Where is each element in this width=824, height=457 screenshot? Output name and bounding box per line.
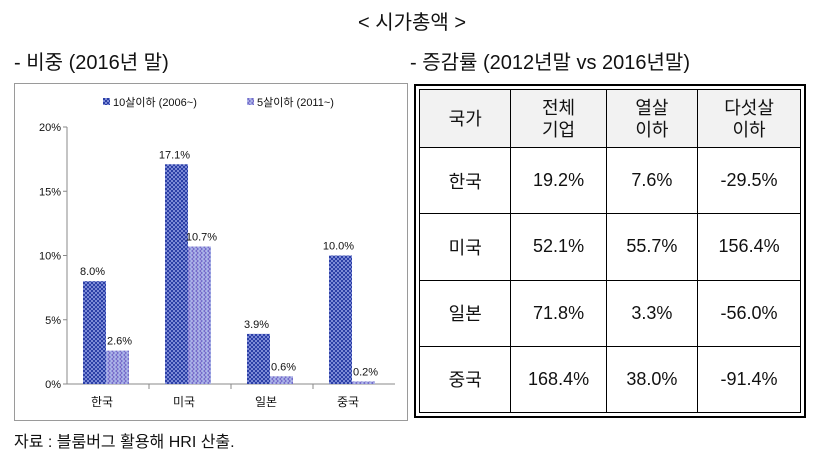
data-label: 10.0% [323,241,354,253]
cell-value: 52.1% [510,213,607,281]
legend-swatch [247,98,254,105]
data-label: 10.7% [186,232,217,244]
cell-value: 19.2% [510,146,607,215]
chart-section-title: - 비중 (2016년 말) [14,52,169,74]
bar-five-year [270,376,293,384]
header-country: 국가 [418,89,512,148]
x-tick-label: 한국 [91,395,113,409]
cell-value: -56.0% [697,279,801,347]
bar-chart: 0% 5% 10% 15% 20% 8.0% 2.6% 한국 17.1% 10.7% 미국 3.9% 0… [14,83,408,421]
table-row: 중국 168.4% 38.0% -91.4% [418,345,801,414]
bar-ten-year [247,333,270,384]
row-country: 미국 [418,213,512,281]
cell-value: 38.0% [605,345,699,414]
cell-value: 55.7% [605,213,699,281]
data-label: 0.2% [353,366,378,378]
y-tick-label: 5% [45,315,61,327]
data-label: 2.6% [107,336,132,348]
cell-value: -91.4% [697,345,801,414]
y-tick-label: 15% [39,186,61,198]
bar-ten-year [165,164,188,384]
legend-label: 10살이하 (2006~) [113,95,197,109]
y-tick-label: 0% [45,379,61,391]
row-country: 중국 [418,345,512,414]
data-label: 0.6% [271,361,296,373]
table-row: 미국 52.1% 55.7% 156.4% [418,213,801,281]
cell-value: 71.8% [510,279,607,347]
header-all-firms: 전체 기업 [510,89,607,148]
row-country: 한국 [418,146,512,215]
table-row: 일본 71.8% 3.3% -56.0% [418,279,801,347]
row-country: 일본 [418,279,512,347]
bar-five-year [352,381,375,384]
data-label: 17.1% [159,149,190,161]
bar-ten-year [329,255,352,384]
y-tick-label: 20% [39,122,61,134]
header-ten-or-less: 열살 이하 [605,89,699,148]
x-tick-label: 일본 [255,395,277,409]
cell-value: -29.5% [697,146,801,215]
table-section-title: - 증감률 (2012년말 vs 2016년말) [410,52,690,74]
data-label: 8.0% [80,266,105,278]
bar-five-year [106,350,129,384]
cell-value: 156.4% [697,213,801,281]
header-five-or-less: 다섯살 이하 [697,89,801,148]
x-tick-label: 중국 [337,395,359,409]
bar-chart-svg: 0% 5% 10% 15% 20% 8.0% 2.6% 한국 17.1% 10.7% 미국 3.9% 0… [39,95,395,409]
cell-value: 168.4% [510,345,607,414]
growth-table: 국가 전체 기업 열살 이하 다섯살 이하 한국 19.2% 7.6% -29.… [418,89,801,414]
table-header-row: 국가 전체 기업 열살 이하 다섯살 이하 [418,89,801,148]
x-tick-label: 미국 [173,395,195,409]
legend-swatch [103,98,110,105]
source-note: 자료 : 블룸버그 활용해 HRI 산출. [14,434,235,451]
data-label: 3.9% [244,319,269,331]
y-tick-label: 10% [39,251,61,263]
growth-table-frame: 국가 전체 기업 열살 이하 다섯살 이하 한국 19.2% 7.6% -29.… [414,84,806,418]
table-row: 한국 19.2% 7.6% -29.5% [418,146,801,215]
legend-label: 5살이하 (2011~) [257,95,334,109]
bar-ten-year [83,281,106,384]
bar-five-year [188,246,211,384]
cell-value: 3.3% [605,279,699,347]
cell-value: 7.6% [605,146,699,215]
page-title: < 시가총액 > [357,12,467,34]
